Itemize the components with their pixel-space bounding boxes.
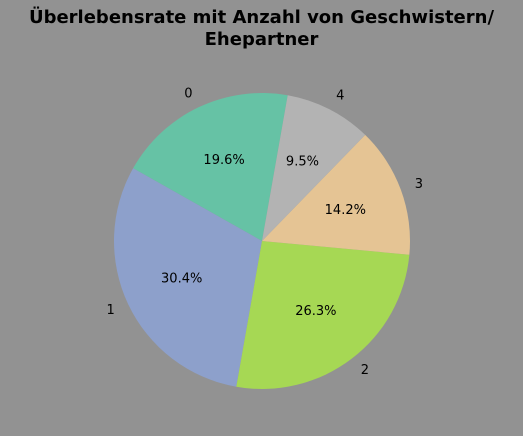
pie-slice-4 bbox=[262, 95, 366, 241]
slice-percent-4: 9.5% bbox=[286, 154, 319, 169]
slice-percent-1: 30.4% bbox=[161, 271, 202, 286]
pie-labels: 0 19.6% 1 30.4% 2 26.3% 3 14.2% 4 9.5% bbox=[107, 86, 424, 378]
pie-slices bbox=[114, 93, 410, 389]
pie-slice-2 bbox=[236, 241, 410, 389]
slice-label-3: 3 bbox=[415, 177, 423, 192]
slice-percent-2: 26.3% bbox=[295, 304, 336, 319]
slice-percent-0: 19.6% bbox=[203, 153, 244, 168]
slice-label-4: 4 bbox=[336, 89, 344, 104]
slice-label-2: 2 bbox=[361, 363, 369, 378]
slice-label-0: 0 bbox=[184, 86, 192, 101]
pie-slice-3 bbox=[262, 134, 410, 255]
slice-label-1: 1 bbox=[107, 303, 115, 318]
pie-slice-0 bbox=[133, 93, 288, 241]
chart-title-line-1: Überlebensrate mit Anzahl von Geschwiste… bbox=[28, 7, 495, 28]
chart-title-line-2: Ehepartner bbox=[204, 29, 319, 50]
chart-title: Überlebensrate mit Anzahl von Geschwiste… bbox=[0, 7, 523, 51]
slice-percent-3: 14.2% bbox=[325, 203, 366, 218]
pie-slice-1 bbox=[114, 168, 263, 387]
